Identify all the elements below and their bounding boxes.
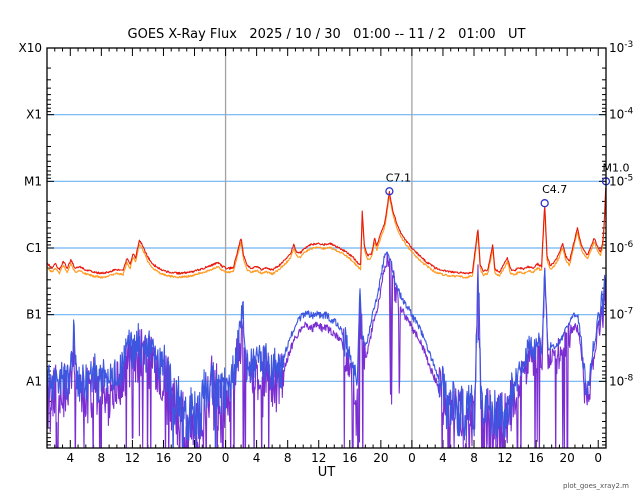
- x-tick-label: 12: [497, 451, 512, 465]
- x-tick-label: 8: [284, 451, 292, 465]
- y-tick-label-right: 10-7: [609, 307, 633, 322]
- x-tick-label: 4: [439, 451, 447, 465]
- y-tick-label-left: A1: [26, 374, 42, 388]
- y-tick-label-right: 10-3: [609, 40, 633, 55]
- flare-marker: [385, 187, 394, 196]
- x-tick-label: 16: [342, 451, 357, 465]
- x-tick-label: 20: [373, 451, 388, 465]
- x-tick-label: 0: [408, 451, 416, 465]
- x-tick-label: 20: [187, 451, 202, 465]
- x-tick-label: 0: [594, 451, 602, 465]
- y-tick-label-left: X1: [26, 108, 42, 122]
- y-tick-label-right: 10-8: [609, 373, 634, 388]
- y-tick-label-left: M1: [24, 174, 42, 188]
- y-tick-label-left: C1: [26, 241, 42, 255]
- x-tick-label: 8: [98, 451, 106, 465]
- series-xray-long-primary: [47, 187, 606, 275]
- y-tick-label-right: 10-4: [609, 107, 634, 122]
- x-tick-label: 20: [560, 451, 575, 465]
- flare-label: C4.7: [542, 183, 567, 196]
- y-tick-label-left: B1: [26, 308, 42, 322]
- y-tick-label-left: X10: [19, 41, 43, 55]
- axis-tick-labels: 4 8 12 16 20 0 4 8 12 16 20 0 4 8 12 16 20 0 X10 X1 M1 C1 B1 A1…: [19, 40, 634, 465]
- x-tick-label: 16: [156, 451, 171, 465]
- flare-marker: [540, 199, 549, 208]
- flare-label: C7.1: [386, 171, 411, 184]
- series-xray-long-secondary: [47, 192, 606, 279]
- x-tick-label: 8: [470, 451, 478, 465]
- plot-script-watermark: plot_goes_xray2.m: [562, 482, 629, 490]
- x-tick-label: 12: [311, 451, 326, 465]
- plot-frame: [46, 47, 607, 449]
- y-tick-label-right: 10-6: [609, 240, 634, 255]
- x-tick-label: 12: [125, 451, 140, 465]
- x-tick-label: 4: [253, 451, 261, 465]
- x-tick-label: 16: [528, 451, 543, 465]
- x-axis-label: UT: [317, 465, 336, 480]
- chart-title: GOES X-Ray Flux 2025 / 10 / 30 01:00 -- …: [127, 27, 526, 42]
- series-xray-short-primary: [47, 251, 606, 448]
- flux-curves: [47, 187, 606, 448]
- flare-annotations: C7.1 C4.7 M1.0: [385, 161, 630, 208]
- x-tick-label: 4: [66, 451, 74, 465]
- y-tick-label-right: 10-5: [609, 173, 633, 188]
- x-tick-label: 0: [222, 451, 230, 465]
- flare-label: M1.0: [603, 161, 630, 174]
